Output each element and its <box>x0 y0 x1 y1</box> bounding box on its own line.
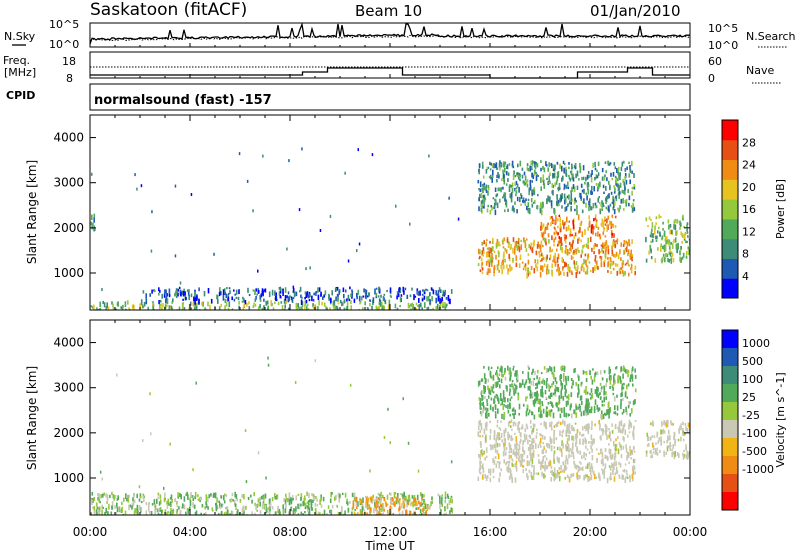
velocity-colorbar-swatch <box>722 474 738 493</box>
y-tick-label: 1000 <box>53 471 84 485</box>
power-colorbar-swatch <box>722 159 738 180</box>
power-colorbar-swatch <box>722 139 738 161</box>
velocity-colorbar-swatch <box>722 420 738 439</box>
velocity-colorbar-tick: 500 <box>742 355 763 368</box>
power-colorbar-tick: 12 <box>742 225 756 238</box>
power-colorbar-tick: 20 <box>742 181 756 194</box>
velocity-colorbar-swatch <box>722 384 738 403</box>
beam-label: Beam 10 <box>355 2 422 20</box>
velocity-colorbar-swatch <box>722 456 738 475</box>
velocity-echoes <box>90 356 690 515</box>
power-echo-region <box>645 214 690 264</box>
y-tick-label: 4000 <box>53 336 84 350</box>
freq-panel: Freq. [MHz] 18 8 60 0 Nave <box>3 51 782 85</box>
power-colorbar-tick: 4 <box>742 270 749 283</box>
velocity-colorbar-tick: -100 <box>742 427 767 440</box>
y-tick-label: 2000 <box>53 221 84 235</box>
power-panel: 1000 2000 3000 4000 Slant Range [km] <box>25 114 691 311</box>
cpid-label: CPID <box>6 89 35 102</box>
x-tick-label: 16:00 <box>473 525 508 539</box>
power-colorbar-label: Power [dB] <box>774 179 787 239</box>
noise-sky-line <box>89 22 690 45</box>
velocity-colorbar-tick: 25 <box>742 391 756 404</box>
velocity-colorbar-swatch <box>722 438 738 457</box>
x-tick-label: 00:00 <box>73 525 108 539</box>
power-echo-region <box>477 237 637 279</box>
x-axis-label: Time UT <box>364 539 415 553</box>
velocity-colorbar-tick: -1000 <box>742 463 774 476</box>
cpid-row: CPID normalsound (fast) -157 <box>6 83 691 111</box>
power-colorbar-tick: 8 <box>742 248 749 261</box>
power-colorbar-swatch <box>722 278 738 299</box>
freq-label: Freq. <box>3 54 30 67</box>
x-tick-label: 04:00 <box>173 525 208 539</box>
frequency-line <box>90 67 690 79</box>
velocity-colorbar-swatch <box>722 330 738 349</box>
velocity-colorbar-swatch <box>722 492 738 511</box>
power-colorbar-tick: 28 <box>742 136 756 149</box>
power-colorbar-swatch <box>722 199 738 220</box>
power-echo-region <box>477 160 636 216</box>
x-tick-label: 08:00 <box>273 525 308 539</box>
x-tick-label: 12:00 <box>373 525 408 539</box>
power-colorbar-swatch <box>722 179 738 200</box>
x-tick-label: 20:00 <box>573 525 608 539</box>
y-tick-label: 4000 <box>53 131 84 145</box>
station-title: Saskatoon (fitACF) <box>90 0 247 20</box>
power-y-axis-label: Slant Range [km] <box>25 160 39 264</box>
noise-right-tick-bottom: 10^0 <box>708 39 738 52</box>
power-colorbar-swatch <box>722 218 738 240</box>
power-colorbar: 4 8 12 16 20 24 28 Power [dB] <box>721 119 787 299</box>
power-echo-region <box>540 214 617 242</box>
noise-left-tick-bottom: 10^0 <box>49 38 79 51</box>
velocity-echo-region <box>477 419 637 484</box>
velocity-colorbar-swatch <box>722 348 738 367</box>
velocity-colorbar-label: Velocity [m s^-1] <box>774 372 787 467</box>
velocity-colorbar-tick: -500 <box>742 445 767 458</box>
noise-panel: N.Sky 10^5 10^0 10^5 10^0 N.Search <box>4 18 796 52</box>
power-echo-region <box>140 286 453 306</box>
velocity-colorbar: 1000 500 100 25 -25 -100 -500 -1000 Velocity [m… <box>721 329 787 511</box>
velocity-echo-region <box>352 496 429 515</box>
velocity-colorbar-tick: -25 <box>742 409 760 422</box>
noise-sky-label: N.Sky <box>4 30 36 43</box>
velocity-echo-region <box>645 419 690 460</box>
freq-unit-label: [MHz] <box>4 66 36 79</box>
y-tick-label: 3000 <box>53 381 84 395</box>
x-tick-label: 00:00 <box>673 525 708 539</box>
noise-left-tick-top: 10^5 <box>49 18 79 31</box>
nave-label: Nave <box>746 64 774 77</box>
y-tick-label: 3000 <box>53 176 84 190</box>
freq-left-tick-top: 18 <box>62 55 76 68</box>
freq-left-tick-bottom: 8 <box>66 72 73 85</box>
noise-search-label: N.Search <box>746 30 796 43</box>
nave-right-tick-bottom: 0 <box>708 72 715 85</box>
velocity-y-axis-label: Slant Range [km] <box>25 366 39 470</box>
power-echoes <box>90 147 690 310</box>
power-colorbar-tick: 24 <box>742 159 756 172</box>
power-colorbar-swatch <box>722 120 738 141</box>
velocity-panel: 1000 2000 3000 4000 Slant Range [km] 00:00 0… <box>25 319 708 553</box>
velocity-echo-region <box>477 365 637 420</box>
velocity-colorbar-swatch <box>722 366 738 385</box>
power-colorbar-tick: 16 <box>742 203 756 216</box>
velocity-colorbar-tick: 1000 <box>742 337 770 350</box>
velocity-echo-region <box>90 491 454 515</box>
date-label: 01/Jan/2010 <box>590 2 681 20</box>
power-echo-region <box>90 300 451 310</box>
velocity-colorbar-swatch <box>722 402 738 421</box>
power-echo-region <box>90 213 96 232</box>
velocity-colorbar-tick: 100 <box>742 373 763 386</box>
nave-right-tick-top: 60 <box>708 55 722 68</box>
power-colorbar-swatch <box>722 258 738 279</box>
y-tick-label: 1000 <box>53 266 84 280</box>
power-colorbar-swatch <box>722 238 738 259</box>
y-tick-label: 2000 <box>53 426 84 440</box>
cpid-program: normalsound (fast) -157 <box>94 93 272 108</box>
noise-right-tick-top: 10^5 <box>708 22 738 35</box>
